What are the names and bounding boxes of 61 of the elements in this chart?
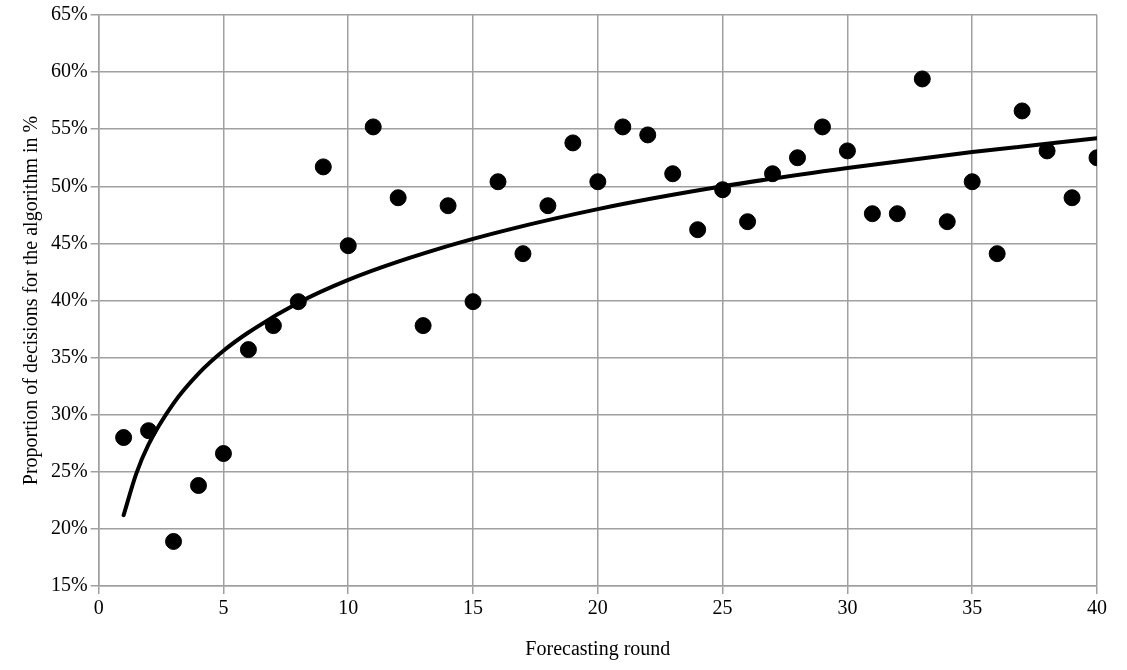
x-tick-label: 20 bbox=[587, 596, 608, 619]
point bbox=[339, 237, 357, 255]
point bbox=[364, 118, 382, 136]
point bbox=[239, 341, 257, 359]
y-tick-label: 40% bbox=[50, 287, 88, 310]
point bbox=[165, 532, 183, 550]
x-tick-label: 5 bbox=[218, 596, 229, 619]
y-tick-label: 65% bbox=[50, 2, 88, 25]
point bbox=[214, 445, 232, 463]
point bbox=[863, 205, 881, 223]
point bbox=[1063, 189, 1081, 207]
x-axis-title: Forecasting round bbox=[525, 637, 671, 661]
x-tick-label: 15 bbox=[463, 596, 484, 619]
point bbox=[464, 293, 482, 311]
point bbox=[614, 118, 632, 136]
point bbox=[789, 149, 806, 167]
point bbox=[664, 165, 682, 183]
point bbox=[115, 429, 133, 447]
point bbox=[314, 158, 332, 176]
point bbox=[439, 197, 457, 215]
point bbox=[888, 205, 906, 223]
y-tick-label: 45% bbox=[50, 230, 88, 253]
point bbox=[739, 213, 757, 231]
point bbox=[838, 142, 856, 160]
point bbox=[539, 197, 557, 215]
point bbox=[813, 118, 831, 136]
x-tick-label: 10 bbox=[338, 596, 359, 619]
y-tick-label: 25% bbox=[50, 459, 88, 482]
y-tick-label: 35% bbox=[50, 344, 88, 367]
point bbox=[389, 189, 407, 207]
point bbox=[189, 477, 207, 494]
point bbox=[564, 134, 582, 152]
point bbox=[414, 317, 432, 335]
point bbox=[689, 221, 707, 239]
y-axis-title: Proportion of decisions for the algorithm in % bbox=[19, 115, 43, 486]
x-tick-label: 40 bbox=[1087, 596, 1107, 619]
point bbox=[639, 126, 657, 144]
point bbox=[289, 293, 307, 311]
line-series bbox=[121, 136, 1097, 518]
y-tick-label: 50% bbox=[50, 173, 88, 196]
point bbox=[1013, 102, 1031, 120]
y-tick-label: 60% bbox=[50, 59, 88, 82]
y-tick-label: 20% bbox=[50, 516, 88, 539]
x-tick-label: 30 bbox=[837, 596, 858, 619]
point bbox=[938, 213, 956, 231]
point bbox=[514, 245, 532, 263]
point bbox=[589, 173, 607, 191]
y-tick-label: 55% bbox=[50, 116, 88, 139]
y-tick-label: 15% bbox=[50, 573, 88, 596]
point bbox=[963, 173, 981, 191]
point bbox=[489, 173, 507, 191]
x-tick-label: 0 bbox=[93, 596, 104, 619]
y-tick-label: 30% bbox=[50, 401, 88, 424]
x-tick-label: 35 bbox=[962, 596, 983, 619]
point bbox=[140, 422, 158, 440]
point bbox=[264, 317, 282, 335]
x-tick-label: 25 bbox=[712, 596, 733, 619]
point bbox=[764, 165, 782, 183]
point bbox=[714, 181, 732, 199]
point bbox=[988, 245, 1006, 263]
point bbox=[913, 70, 931, 88]
